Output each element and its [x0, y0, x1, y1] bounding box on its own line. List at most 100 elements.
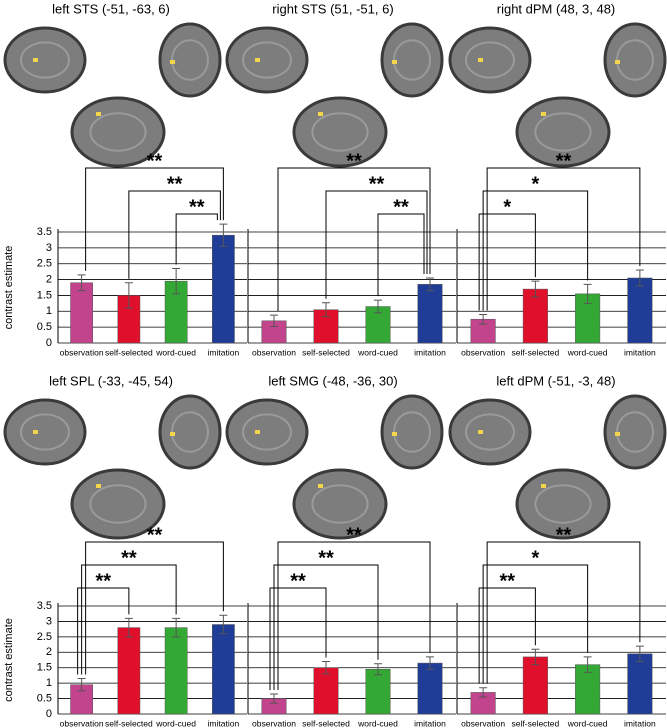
y-tick-label: 3.5	[37, 226, 52, 238]
significance-label: **	[147, 524, 163, 546]
y-tick-label: 1	[46, 305, 52, 317]
y-tick-label: 1.5	[37, 289, 52, 301]
error-bar	[374, 663, 382, 676]
bar	[417, 662, 443, 715]
error-bar	[531, 280, 540, 298]
bar	[522, 288, 548, 344]
y-tick-label: 2	[46, 646, 52, 658]
bar	[117, 627, 141, 715]
x-tick-label: word-cued	[567, 347, 608, 357]
significance-bracket	[277, 541, 431, 690]
error-bar	[426, 277, 434, 292]
activation-spot	[392, 432, 397, 436]
x-tick-label: imitation	[624, 718, 656, 728]
error-bar	[270, 693, 278, 704]
y-tick-label: 2.5	[37, 258, 52, 270]
brain-texture	[20, 413, 70, 451]
x-tick-label: observation	[252, 347, 296, 357]
x-tick-label: observation	[60, 718, 104, 728]
y-tick-label: 2.5	[37, 631, 52, 643]
brain-image	[292, 468, 388, 540]
brain-image	[515, 468, 611, 540]
significance-bracket	[175, 213, 218, 265]
bar	[313, 667, 339, 715]
error-bar	[172, 267, 181, 295]
brain-texture	[534, 484, 592, 524]
activation-spot	[478, 58, 483, 62]
x-tick-label: imitation	[208, 347, 240, 357]
activation-spot	[255, 58, 260, 62]
y-tick-label: 0.5	[37, 692, 52, 704]
activation-spot	[615, 432, 620, 436]
bar	[417, 284, 443, 344]
panel-title: left SMG (-48, -36, 30)	[268, 373, 397, 388]
panel-title: left dPM (-51, -3, 48)	[496, 373, 615, 388]
y-tick-label: 0	[46, 708, 52, 720]
significance-label: **	[121, 547, 137, 569]
significance-bracket	[486, 541, 641, 684]
brain-texture	[20, 41, 70, 79]
brain-image	[603, 394, 667, 470]
x-tick-label: imitation	[624, 347, 656, 357]
activation-spot	[318, 484, 323, 488]
significance-bracket	[377, 213, 425, 297]
significance-label: **	[369, 173, 385, 195]
y-tick-label: 1	[46, 677, 52, 689]
brain-image	[380, 22, 444, 98]
significance-bracket	[478, 213, 536, 311]
bar	[627, 653, 653, 715]
significance-label: **	[290, 570, 306, 592]
x-tick-label: self-selected	[512, 347, 560, 357]
panel-title: right dPM (48, 3, 48)	[497, 1, 616, 16]
brain-texture	[89, 484, 147, 524]
significance-bracket	[277, 167, 431, 312]
brain-texture	[311, 484, 369, 524]
brain-texture	[89, 112, 147, 152]
y-tick-label: 3	[46, 242, 52, 254]
x-tick-label: self-selected	[302, 718, 350, 728]
error-bar	[322, 661, 330, 675]
significance-bracket	[482, 190, 589, 311]
significance-label: **	[189, 196, 205, 218]
panel-title: right STS (51, -51, 6)	[272, 1, 393, 16]
brain-image	[225, 26, 309, 94]
significance-bracket	[128, 190, 221, 279]
activation-spot	[392, 60, 397, 64]
bar	[627, 277, 653, 344]
significance-bracket	[269, 587, 327, 690]
error-bar	[374, 299, 382, 314]
brain-image	[3, 398, 87, 466]
significance-label: **	[393, 196, 409, 218]
significance-label: **	[556, 524, 572, 546]
error-bar	[531, 648, 540, 666]
y-tick-label: 3	[46, 615, 52, 627]
x-tick-label: observation	[252, 718, 296, 728]
bar	[212, 234, 235, 344]
y-tick-label: 1.5	[37, 662, 52, 674]
error-bar	[219, 223, 228, 247]
brain-image	[3, 26, 87, 94]
brain-texture	[242, 413, 292, 451]
significance-label: **	[556, 150, 572, 172]
x-tick-label: self-selected	[105, 347, 153, 357]
bar	[522, 656, 548, 715]
activation-spot	[318, 112, 323, 116]
error-bar	[219, 614, 228, 635]
brain-image	[158, 394, 222, 470]
significance-bracket	[273, 564, 379, 690]
x-tick-label: self-selected	[105, 718, 153, 728]
panel-title: left STS (-51, -63, 6)	[52, 1, 170, 16]
brain-image	[515, 96, 611, 168]
brain-image	[158, 22, 222, 98]
bar	[70, 282, 93, 344]
bar	[212, 624, 235, 715]
brain-image	[603, 22, 667, 98]
y-axis-label: contrast estimate	[3, 246, 15, 330]
activation-spot	[255, 430, 260, 434]
significance-bracket	[478, 587, 536, 684]
activation-spot	[96, 484, 101, 488]
x-tick-label: imitation	[414, 347, 446, 357]
activation-spot	[541, 484, 546, 488]
significance-label: *	[531, 547, 539, 569]
